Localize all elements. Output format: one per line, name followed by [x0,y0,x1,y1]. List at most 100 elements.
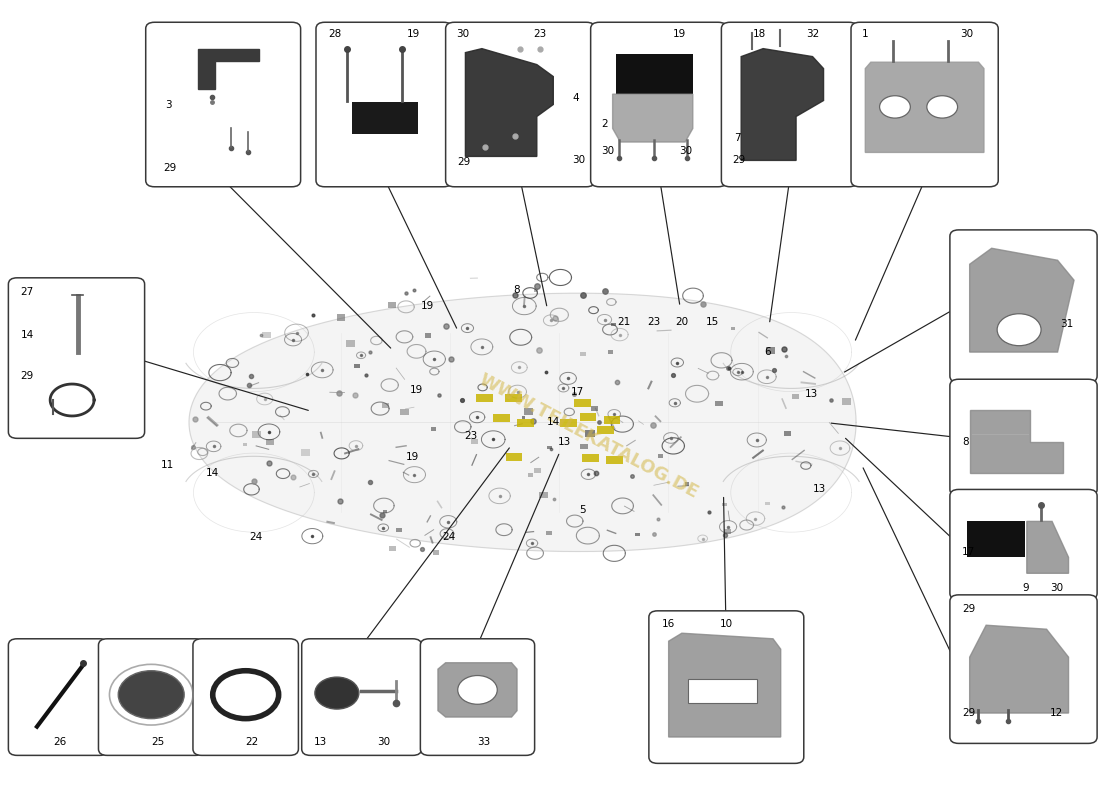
Polygon shape [741,49,824,161]
Bar [724,529,732,534]
Text: 10: 10 [720,618,734,629]
Polygon shape [198,49,258,89]
Bar [606,456,623,464]
Text: 23: 23 [534,30,547,39]
FancyBboxPatch shape [722,22,858,186]
Bar [582,454,598,462]
Text: 30: 30 [602,146,615,156]
Text: 17: 17 [571,387,584,397]
Bar [494,414,509,422]
Text: 29: 29 [163,163,176,174]
Text: 31: 31 [1059,319,1072,329]
Text: 29: 29 [962,604,976,614]
Polygon shape [465,49,553,157]
FancyBboxPatch shape [99,638,204,755]
Bar [524,408,532,414]
Text: 29: 29 [733,155,746,166]
Bar [243,443,248,446]
Text: 29: 29 [458,157,471,167]
Text: 1: 1 [862,30,869,39]
Text: 26: 26 [54,737,67,747]
FancyBboxPatch shape [316,22,452,186]
Bar [534,289,538,292]
Text: 11: 11 [161,461,174,470]
Bar [345,340,355,346]
Bar [792,394,799,398]
Text: 21: 21 [617,317,630,326]
Text: 14: 14 [547,418,560,427]
Text: 13: 13 [805,389,818,398]
Text: 20: 20 [675,317,689,326]
Bar [604,417,620,425]
FancyBboxPatch shape [420,638,535,755]
Bar [658,454,663,458]
Text: 7: 7 [735,133,741,143]
Text: 24: 24 [442,532,455,542]
Polygon shape [613,94,693,142]
Bar [581,444,589,449]
Bar [783,430,791,437]
Bar [388,546,396,551]
FancyBboxPatch shape [649,611,804,763]
Bar [580,414,596,422]
Bar [635,534,639,537]
Polygon shape [970,248,1074,352]
Text: 13: 13 [813,485,826,494]
Bar [425,334,431,338]
Bar [766,502,770,505]
Text: 29: 29 [962,708,976,718]
Text: 19: 19 [673,30,686,39]
FancyBboxPatch shape [301,638,421,755]
Circle shape [458,675,497,704]
Bar [528,473,534,477]
Bar [597,426,614,434]
FancyBboxPatch shape [851,22,998,186]
Polygon shape [669,633,781,737]
Bar [521,416,526,418]
Bar [730,326,735,330]
Bar [396,528,402,532]
Bar [581,351,586,356]
Text: 14: 14 [21,330,34,339]
Bar [689,678,757,702]
Circle shape [927,96,958,118]
Bar [354,364,360,368]
Bar [722,502,726,506]
Text: 24: 24 [249,532,262,542]
Circle shape [315,677,359,709]
Text: 30: 30 [1049,582,1063,593]
Bar [266,439,275,446]
Bar [535,468,541,473]
Text: 2: 2 [602,119,608,130]
Text: 32: 32 [806,30,820,39]
Text: 13: 13 [558,437,571,446]
FancyBboxPatch shape [145,22,300,186]
Polygon shape [1026,522,1068,574]
FancyBboxPatch shape [591,22,727,186]
Polygon shape [970,410,1063,474]
Bar [300,450,310,456]
Bar [715,401,723,406]
Text: 19: 19 [407,30,420,39]
Circle shape [118,670,184,718]
Text: 30: 30 [377,737,390,747]
Bar [430,427,437,431]
Bar [400,409,409,415]
Bar [546,530,551,534]
Text: 15: 15 [706,317,719,326]
Bar [591,406,598,411]
Polygon shape [970,626,1068,713]
Bar [505,394,521,402]
Circle shape [997,314,1041,346]
Text: 28: 28 [328,30,341,39]
Text: 4: 4 [572,93,579,103]
Bar [506,453,522,461]
Text: 30: 30 [960,30,972,39]
Text: 5: 5 [580,506,586,515]
Text: 30: 30 [456,30,470,39]
Text: 14: 14 [206,469,219,478]
FancyBboxPatch shape [9,638,109,755]
Text: 19: 19 [406,453,419,462]
Text: 6: 6 [764,347,771,357]
Text: 22: 22 [245,737,258,747]
